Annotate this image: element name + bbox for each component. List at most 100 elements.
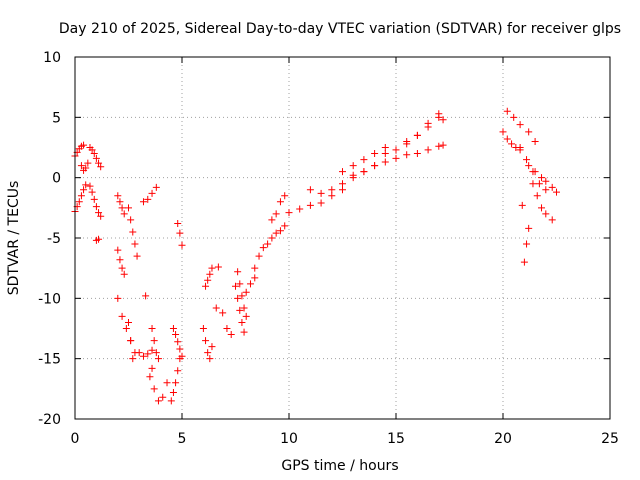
data-point xyxy=(202,337,210,345)
data-point xyxy=(525,224,533,232)
data-point xyxy=(259,244,267,252)
data-point xyxy=(152,183,160,191)
series-t5 xyxy=(86,182,105,220)
data-point xyxy=(125,204,132,212)
data-point xyxy=(328,186,336,194)
data-point xyxy=(114,294,122,302)
data-point xyxy=(82,164,90,172)
series-t26 xyxy=(242,274,259,296)
data-point xyxy=(144,195,152,203)
data-point xyxy=(150,337,158,345)
data-point xyxy=(296,205,304,213)
data-point xyxy=(439,116,447,124)
data-point xyxy=(214,263,222,271)
data-point xyxy=(154,397,162,405)
data-point xyxy=(424,146,432,154)
data-point xyxy=(276,198,284,206)
data-point xyxy=(118,312,126,320)
data-point xyxy=(172,379,180,387)
y-tick-label: -10 xyxy=(38,291,61,307)
data-point xyxy=(169,325,177,332)
x-axis-title: GPS time / hours xyxy=(281,458,398,474)
series-t3 xyxy=(77,159,92,174)
data-point xyxy=(531,168,539,176)
data-point xyxy=(548,183,556,191)
data-point xyxy=(242,288,250,296)
x-tick-label: 15 xyxy=(387,431,405,447)
series-t34 xyxy=(349,151,411,179)
data-point xyxy=(242,312,250,320)
data-point xyxy=(251,264,259,272)
data-point xyxy=(516,144,524,151)
data-point xyxy=(148,189,156,197)
data-point xyxy=(255,252,263,260)
data-point xyxy=(360,156,368,164)
series-t14 xyxy=(148,325,162,363)
data-point xyxy=(236,306,244,314)
data-point xyxy=(523,240,531,248)
data-point xyxy=(516,121,524,129)
data-point xyxy=(508,140,516,148)
data-point xyxy=(114,192,122,200)
data-point xyxy=(435,142,443,150)
data-point xyxy=(276,227,284,235)
data-point xyxy=(525,128,533,136)
data-point xyxy=(118,264,126,272)
data-point xyxy=(499,128,507,136)
data-point xyxy=(202,282,210,290)
data-point xyxy=(272,229,280,237)
data-point xyxy=(413,150,421,158)
data-point xyxy=(339,180,346,188)
series-t30 xyxy=(285,199,325,217)
data-point xyxy=(392,146,400,154)
data-point xyxy=(234,294,242,302)
data-point xyxy=(167,397,175,405)
x-tick-label: 25 xyxy=(601,431,619,447)
data-point xyxy=(281,222,289,230)
data-point xyxy=(139,198,147,206)
data-point xyxy=(150,385,158,393)
data-point xyxy=(503,135,511,143)
data-point xyxy=(90,150,98,158)
series-t44 xyxy=(518,201,526,209)
data-point xyxy=(95,209,103,217)
data-point xyxy=(178,241,186,249)
data-point xyxy=(246,280,254,288)
data-point xyxy=(88,146,96,154)
data-point xyxy=(80,141,88,149)
data-point xyxy=(381,144,389,151)
axes: 0 5 10 15 20 25 10 5 0 -5 -10 -15 -20 xyxy=(38,50,619,447)
data-point xyxy=(142,292,150,300)
series-t21 xyxy=(202,264,216,290)
y-tick-label: 0 xyxy=(52,171,61,187)
data-point xyxy=(533,192,541,200)
data-point xyxy=(268,216,276,224)
data-point xyxy=(548,216,556,224)
y-tick-label: 5 xyxy=(52,110,61,126)
data-point xyxy=(240,328,248,336)
data-point xyxy=(403,137,411,145)
data-point xyxy=(223,325,231,332)
data-point xyxy=(349,162,357,170)
data-point xyxy=(424,119,432,127)
data-point xyxy=(127,337,135,345)
data-point xyxy=(238,292,246,300)
data-point xyxy=(413,131,421,139)
series-t36 xyxy=(403,110,447,145)
data-point xyxy=(204,349,212,357)
data-point xyxy=(264,240,272,248)
data-point xyxy=(148,346,156,354)
data-point xyxy=(542,210,550,218)
x-tick-label: 20 xyxy=(494,431,512,447)
data-point xyxy=(349,171,357,179)
data-point xyxy=(120,210,128,218)
series-t8 xyxy=(114,246,128,278)
data-point xyxy=(435,110,443,118)
y-tick-label: -20 xyxy=(38,412,61,428)
series-t6 xyxy=(92,235,103,244)
series-t42 xyxy=(531,168,560,196)
data-point xyxy=(360,168,368,176)
data-point xyxy=(371,150,379,158)
data-point xyxy=(381,158,389,166)
data-point xyxy=(174,367,182,375)
